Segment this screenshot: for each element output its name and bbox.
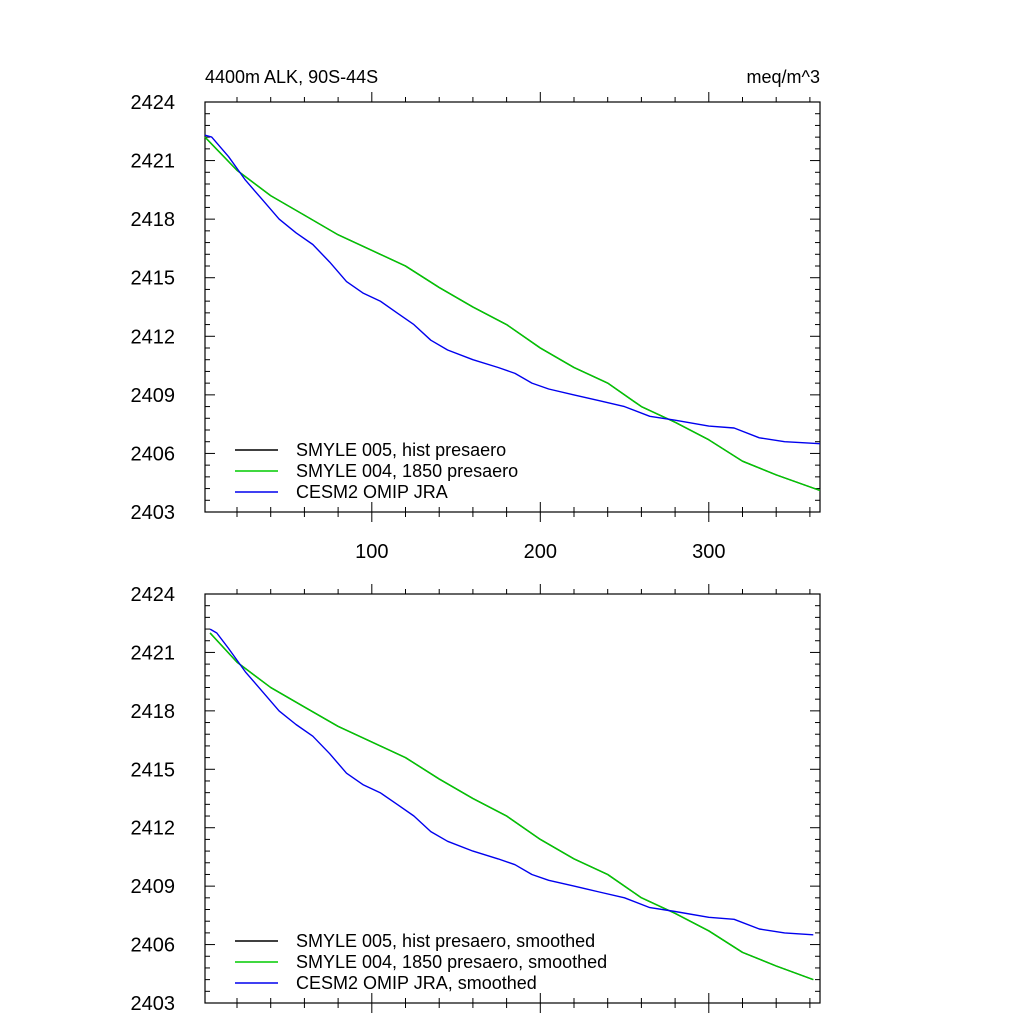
y-tick-label: 2424	[131, 92, 176, 114]
series-line-2	[209, 628, 814, 936]
panel-top-plot-area: 2403 2406 2409 2412 2415 2418 2421 2424 100 200 30…	[131, 92, 821, 563]
y-tick-label: 2403	[131, 502, 176, 524]
x-tick-label: 200	[524, 541, 557, 563]
panel-top-title-left: 4400m ALK, 90S-44S	[205, 67, 378, 87]
legend-label: CESM2 OMIP JRA	[296, 482, 448, 502]
panel-bottom: 2403 2406 2409 2412 2415 2418 2421 2424 SMYLE 00…	[131, 584, 821, 1015]
y-tick-label: 2409	[131, 385, 176, 407]
plot-frame	[204, 593, 821, 1004]
legend-label: SMYLE 004, 1850 presaero, smoothed	[296, 952, 607, 972]
panel-top: 4400m ALK, 90S-44S meq/m^3 2403240624092…	[131, 67, 821, 563]
legend-label: SMYLE 004, 1850 presaero	[296, 461, 518, 481]
legend-label: CESM2 OMIP JRA, smoothed	[296, 973, 537, 993]
y-tick-label: 2415	[131, 759, 176, 781]
panel-top-title-right: meq/m^3	[747, 67, 820, 87]
y-tick-label: 2421	[131, 151, 176, 173]
panel-bottom-plot-area: 2403 2406 2409 2412 2415 2418 2421 2424 SMYLE 00…	[131, 584, 821, 1015]
x-tick-label: 300	[692, 541, 725, 563]
series-line-2	[204, 134, 821, 445]
series-line-0	[209, 632, 814, 981]
series-line-1	[209, 632, 814, 981]
y-tick-label: 2415	[131, 268, 176, 290]
legend-label: SMYLE 005, hist presaero, smoothed	[296, 931, 595, 951]
series-line-0	[204, 136, 821, 492]
y-tick-label: 2406	[131, 443, 176, 465]
y-tick-label: 2418	[131, 701, 176, 723]
y-tick-label: 2409	[131, 876, 176, 898]
y-tick-label: 2406	[131, 935, 176, 957]
y-tick-label: 2418	[131, 209, 176, 231]
x-tick-label: 100	[355, 541, 388, 563]
legend-label: SMYLE 005, hist presaero	[296, 440, 506, 460]
series-line-1	[204, 136, 821, 492]
y-tick-label: 2412	[131, 818, 176, 840]
plot-frame	[204, 101, 821, 513]
y-tick-label: 2421	[131, 642, 176, 664]
y-tick-label: 2424	[131, 584, 176, 606]
y-tick-label: 2403	[131, 993, 176, 1015]
y-tick-label: 2412	[131, 326, 176, 348]
